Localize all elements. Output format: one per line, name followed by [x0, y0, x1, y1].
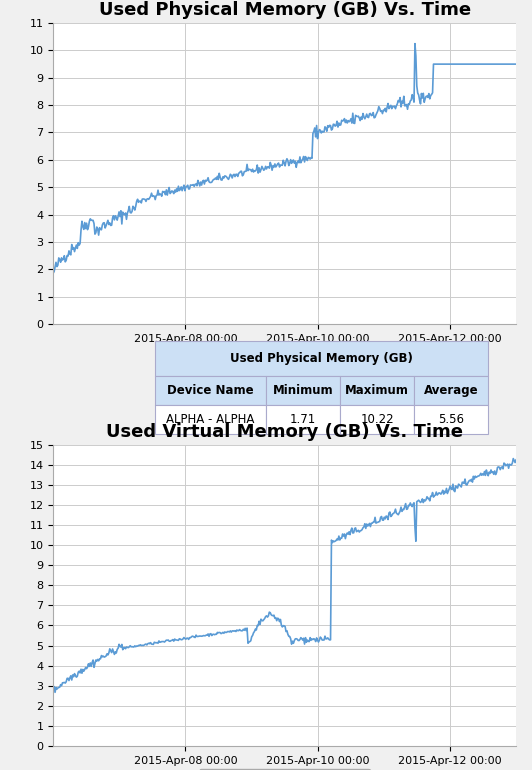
FancyBboxPatch shape [266, 405, 340, 434]
Text: Used Physical Memory (GB): Used Physical Memory (GB) [230, 352, 413, 365]
Text: Minimum: Minimum [273, 384, 334, 397]
FancyBboxPatch shape [340, 377, 414, 405]
FancyBboxPatch shape [266, 377, 340, 405]
FancyBboxPatch shape [155, 405, 266, 434]
Legend: Warning, Failed: Warning, Failed [199, 366, 370, 384]
FancyBboxPatch shape [155, 341, 488, 377]
FancyBboxPatch shape [340, 405, 414, 434]
FancyBboxPatch shape [155, 377, 266, 405]
Text: Average: Average [424, 384, 479, 397]
FancyBboxPatch shape [414, 405, 488, 434]
Text: Maximum: Maximum [345, 384, 409, 397]
Text: 5.56: 5.56 [438, 413, 464, 426]
Title: Used Physical Memory (GB) Vs. Time: Used Physical Memory (GB) Vs. Time [98, 1, 471, 18]
FancyBboxPatch shape [414, 377, 488, 405]
FancyBboxPatch shape [155, 405, 163, 434]
Text: 10.22: 10.22 [360, 413, 394, 426]
Text: ALPHA - ALPHA: ALPHA - ALPHA [167, 413, 255, 426]
Title: Used Virtual Memory (GB) Vs. Time: Used Virtual Memory (GB) Vs. Time [106, 423, 463, 440]
Text: 1.71: 1.71 [290, 413, 316, 426]
Text: Device Name: Device Name [167, 384, 254, 397]
